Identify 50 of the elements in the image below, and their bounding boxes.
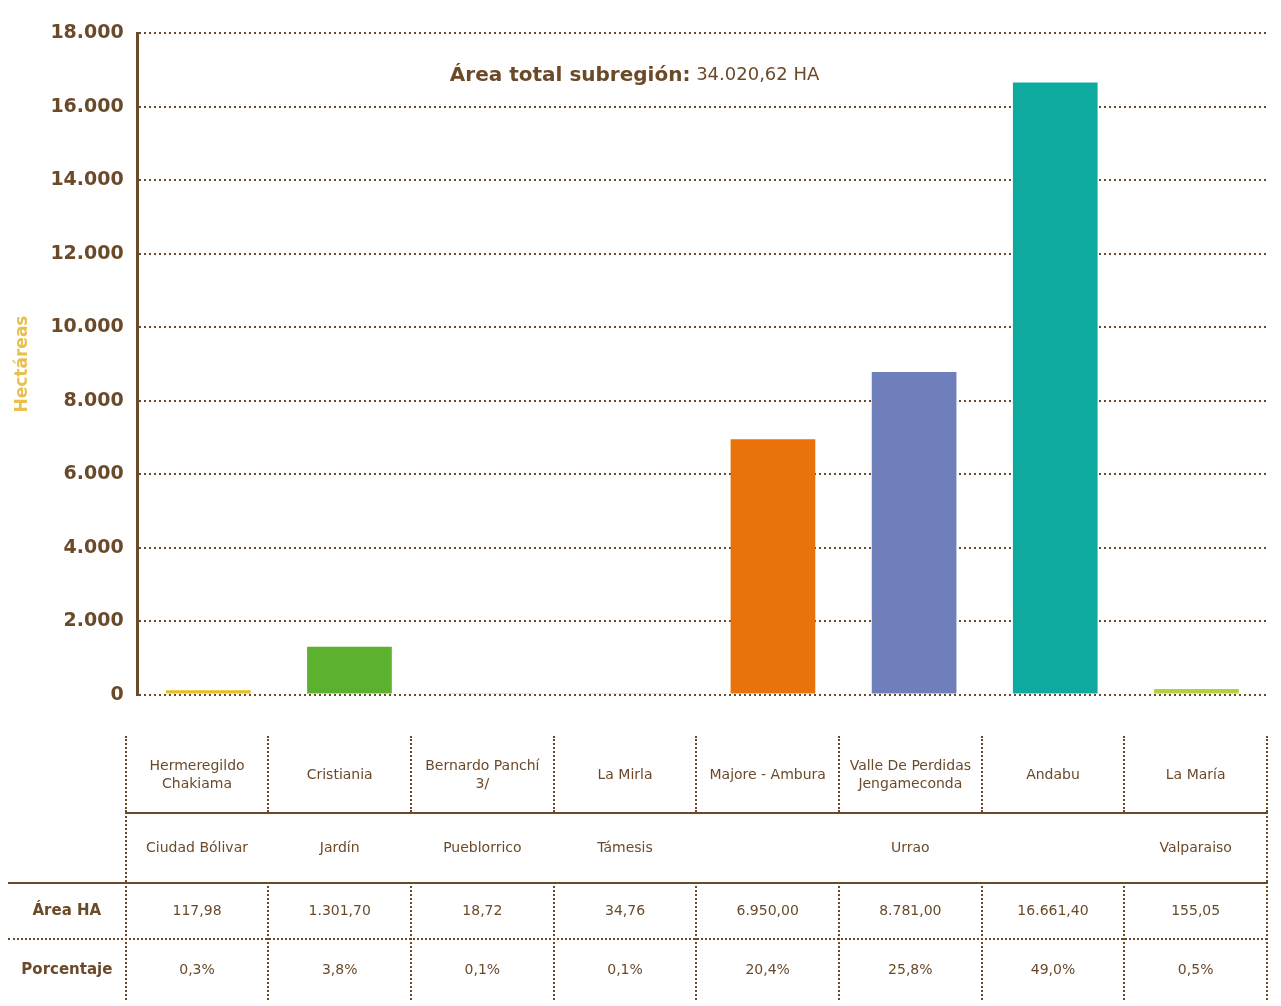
data-label: 117,98 — [172, 901, 222, 919]
y-tick-label: 0 — [110, 681, 124, 704]
text: 25,8% — [888, 960, 933, 978]
text: 0,3% — [179, 960, 215, 978]
data-label: 8.781,00 — [879, 901, 942, 919]
text: 3,8% — [321, 960, 358, 978]
annotation: Área total subregión: 34.020,62 HA — [449, 61, 821, 86]
y-tick-label: 12.000 — [50, 240, 124, 263]
data-label: 18,72 — [462, 901, 503, 919]
data-label: 1.301,70 — [308, 901, 371, 919]
x-tick-label: La María — [1164, 765, 1227, 783]
text: Támesis — [596, 838, 654, 856]
y-axis-title: Hectáreas — [10, 315, 31, 413]
y-tick-label: 16.000 — [50, 93, 124, 116]
data-label: 16.661,40 — [1017, 901, 1089, 919]
y-tick-label: 6.000 — [63, 461, 124, 484]
y-tick-label: 8.000 — [63, 387, 124, 410]
y-tick-label: 2.000 — [63, 608, 124, 631]
y-tick-label: 10.000 — [50, 314, 124, 337]
bar — [1012, 82, 1098, 694]
y-tick-label: 4.000 — [63, 534, 124, 557]
text: Valparaiso — [1158, 838, 1233, 856]
bar — [307, 646, 392, 694]
text: Jardín — [318, 838, 361, 856]
text: Pueblorrico — [442, 838, 523, 856]
x-tick-label: Majore - Ambura — [708, 765, 827, 783]
text: Porcentaje — [20, 960, 114, 978]
x-tick-label: Cristiania — [305, 765, 374, 783]
bar — [871, 372, 957, 694]
text: 0,1% — [607, 960, 643, 978]
text: 0,5% — [1177, 960, 1214, 978]
data-label: 155,05 — [1171, 901, 1221, 919]
x-tick-label: Andabu — [1025, 765, 1081, 783]
text: 49,0% — [1030, 960, 1076, 978]
x-tick-label: La Mirla — [596, 765, 654, 783]
x-tick-label: Hermeregildo Chakiama — [148, 756, 246, 792]
y-tick-label: 14.000 — [50, 167, 124, 190]
bar — [730, 439, 816, 694]
text: Ciudad Bólivar — [145, 838, 249, 856]
y-tick-label: 18.000 — [50, 20, 124, 43]
text: Área HA — [31, 901, 103, 919]
bar — [1154, 688, 1239, 694]
x-tick-label: Bernardo Panchí 3/ — [424, 756, 541, 792]
bar — [165, 690, 251, 694]
data-label: 6.950,00 — [736, 901, 799, 919]
text: 0,1% — [464, 960, 501, 978]
x-tick-label: Valle De Perdidas Jengameconda — [848, 756, 972, 792]
text: Urrao — [890, 838, 931, 856]
text: 20,4% — [745, 960, 790, 978]
data-label: 34,76 — [604, 901, 646, 919]
